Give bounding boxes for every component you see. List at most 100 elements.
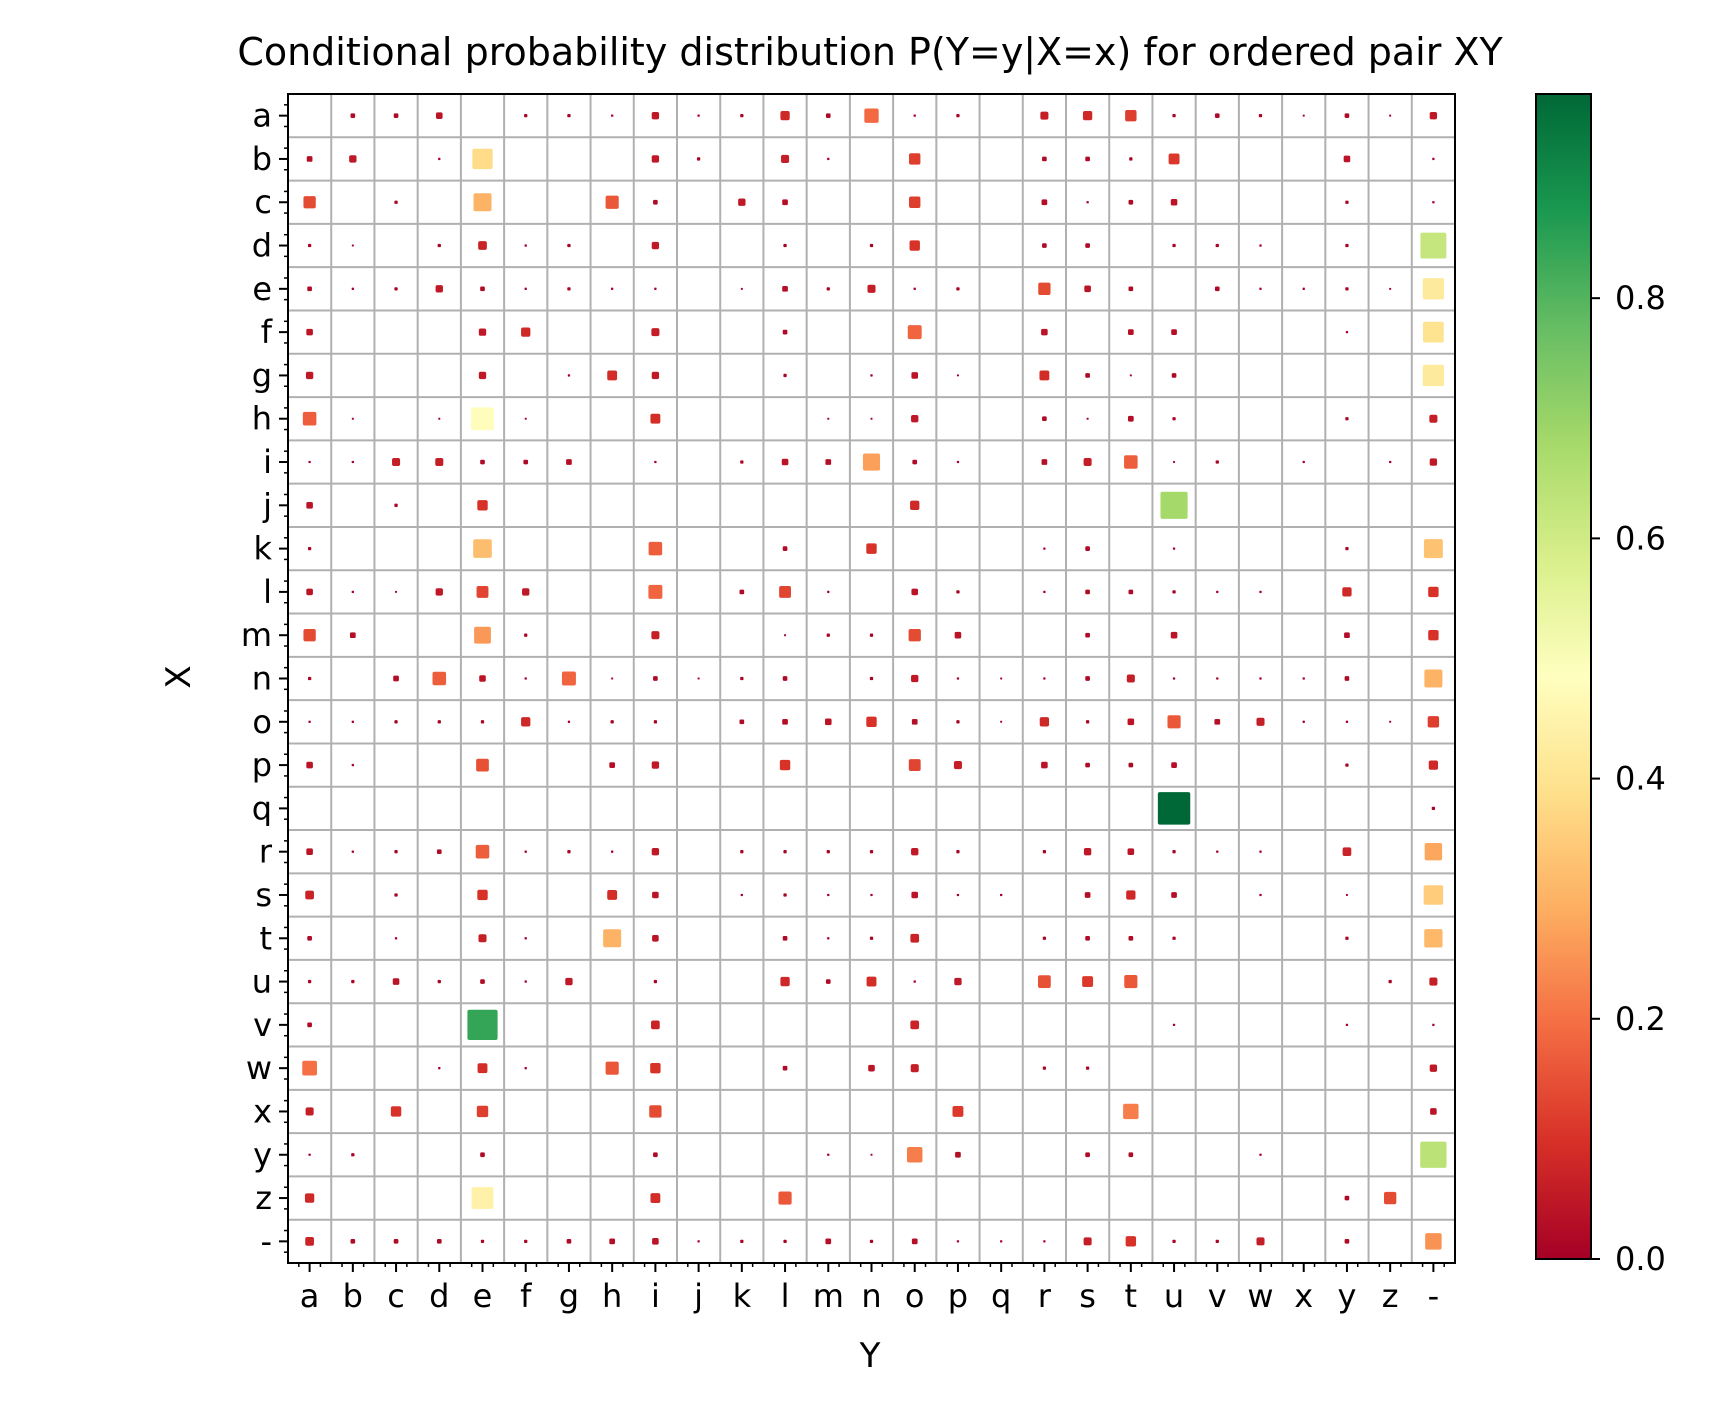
cell-d-b bbox=[351, 244, 354, 247]
cell-r-w bbox=[1259, 850, 1262, 853]
cell-l-f bbox=[522, 588, 530, 596]
cell-h-o bbox=[911, 415, 919, 423]
cell-b-m bbox=[827, 157, 830, 161]
cell-g-r bbox=[1039, 370, 1050, 381]
cell---q bbox=[1000, 1240, 1003, 1243]
x-axis-label: Y bbox=[859, 1336, 881, 1376]
x-tick-label: d bbox=[429, 1277, 449, 1315]
heatmap-cells bbox=[302, 108, 1447, 1250]
cell-b-d bbox=[438, 157, 441, 161]
cell-y-m bbox=[827, 1153, 830, 1156]
cell-n-i bbox=[653, 676, 658, 681]
cell-o-w bbox=[1256, 717, 1265, 726]
cell-r-r bbox=[1042, 850, 1047, 854]
cell-i-r bbox=[1041, 459, 1048, 465]
colorbar-tick-label: 0.6 bbox=[1615, 519, 1666, 557]
cell-x-c bbox=[390, 1106, 402, 1117]
y-tick-label: v bbox=[253, 1006, 272, 1044]
cell-d-i bbox=[651, 241, 660, 250]
cell-p-h bbox=[609, 762, 616, 768]
cell-e-y bbox=[1345, 287, 1349, 291]
cell-u-m bbox=[825, 979, 831, 984]
cell-u-g bbox=[565, 977, 573, 986]
cell-y-e bbox=[480, 1152, 485, 1158]
cell-j-u bbox=[1160, 491, 1188, 519]
cell-j-o bbox=[910, 500, 920, 510]
cell---i bbox=[652, 1238, 659, 1245]
cell-p-- bbox=[1428, 760, 1439, 770]
cell-m-l bbox=[784, 634, 787, 637]
cell-a-r bbox=[1040, 111, 1049, 120]
cell-d-d bbox=[437, 243, 441, 248]
cell-t-a bbox=[307, 935, 312, 941]
cell-r-g bbox=[567, 850, 571, 854]
cell-a-o bbox=[913, 114, 916, 117]
x-tick-label: g bbox=[559, 1277, 579, 1315]
y-tick-label: h bbox=[252, 400, 272, 438]
cell-d-e bbox=[478, 241, 487, 250]
cell-e-k bbox=[740, 287, 743, 290]
cell-a-n bbox=[864, 108, 879, 123]
colorbar-gradient bbox=[1535, 93, 1592, 1260]
x-tick-label: n bbox=[861, 1277, 881, 1315]
cell-b-l bbox=[781, 154, 790, 163]
cell-l-y bbox=[1342, 587, 1352, 597]
cell-c-i bbox=[653, 199, 658, 205]
cell-q-- bbox=[1431, 806, 1436, 811]
cell-a-k bbox=[740, 114, 744, 118]
cell-v-o bbox=[910, 1020, 920, 1030]
cell-f-e bbox=[478, 328, 487, 336]
cell-w-h bbox=[605, 1061, 619, 1075]
colorbar-tick-label: 0.0 bbox=[1615, 1240, 1666, 1278]
cell-t-l bbox=[782, 935, 788, 941]
x-tick-label: p bbox=[948, 1277, 968, 1315]
x-tick-label: j bbox=[693, 1277, 703, 1315]
cell-i-t bbox=[1124, 455, 1138, 469]
y-tick-label: x bbox=[253, 1092, 272, 1130]
x-tick-label: i bbox=[651, 1277, 660, 1315]
cell-e-l bbox=[782, 285, 788, 292]
cell-a-v bbox=[1214, 113, 1220, 118]
cell-r-- bbox=[1424, 842, 1443, 861]
cell-s-s bbox=[1084, 892, 1091, 898]
cell-d-a bbox=[307, 243, 312, 248]
x-tick-label: c bbox=[387, 1277, 405, 1315]
cell-l-i bbox=[648, 584, 663, 599]
cell-r-h bbox=[611, 850, 614, 853]
cell-x-t bbox=[1123, 1103, 1139, 1120]
cell-d-r bbox=[1042, 243, 1047, 248]
x-tick-label: w bbox=[1247, 1277, 1273, 1315]
cell-t-o bbox=[910, 933, 920, 943]
cell-c-s bbox=[1086, 201, 1089, 204]
cell-n-e bbox=[479, 675, 486, 682]
cell-c-y bbox=[1345, 200, 1349, 204]
cell-o-h bbox=[610, 720, 614, 724]
cell-n-n bbox=[869, 676, 874, 681]
cell-g-e bbox=[478, 371, 487, 380]
cell-a-h bbox=[611, 114, 614, 117]
cell-o-r bbox=[1039, 717, 1050, 727]
cell-f-f bbox=[521, 327, 531, 337]
y-tick-label: a bbox=[252, 97, 272, 135]
cell-w-o bbox=[910, 1064, 919, 1073]
x-tick-label: h bbox=[602, 1277, 622, 1315]
cell-a-z bbox=[1389, 114, 1392, 117]
cell-a-p bbox=[956, 114, 960, 118]
cell-n-o bbox=[911, 674, 919, 683]
cell-w-- bbox=[1429, 1064, 1438, 1072]
cell-o-x bbox=[1302, 720, 1305, 723]
cell-o-a bbox=[308, 720, 311, 723]
cell-u-b bbox=[351, 979, 355, 984]
cell-y-- bbox=[1420, 1141, 1447, 1168]
cell---a bbox=[305, 1236, 314, 1246]
cell-i-z bbox=[1389, 460, 1392, 464]
cell-a-b bbox=[350, 113, 356, 118]
cell-n-c bbox=[393, 675, 399, 682]
cell-p-a bbox=[306, 761, 313, 769]
cell-g-- bbox=[1422, 364, 1445, 387]
cell-p-s bbox=[1085, 762, 1090, 768]
cell-e-e bbox=[480, 286, 485, 292]
cell-s-t bbox=[1126, 890, 1136, 900]
cell-l-b bbox=[351, 590, 354, 594]
cell-i-k bbox=[740, 460, 744, 464]
